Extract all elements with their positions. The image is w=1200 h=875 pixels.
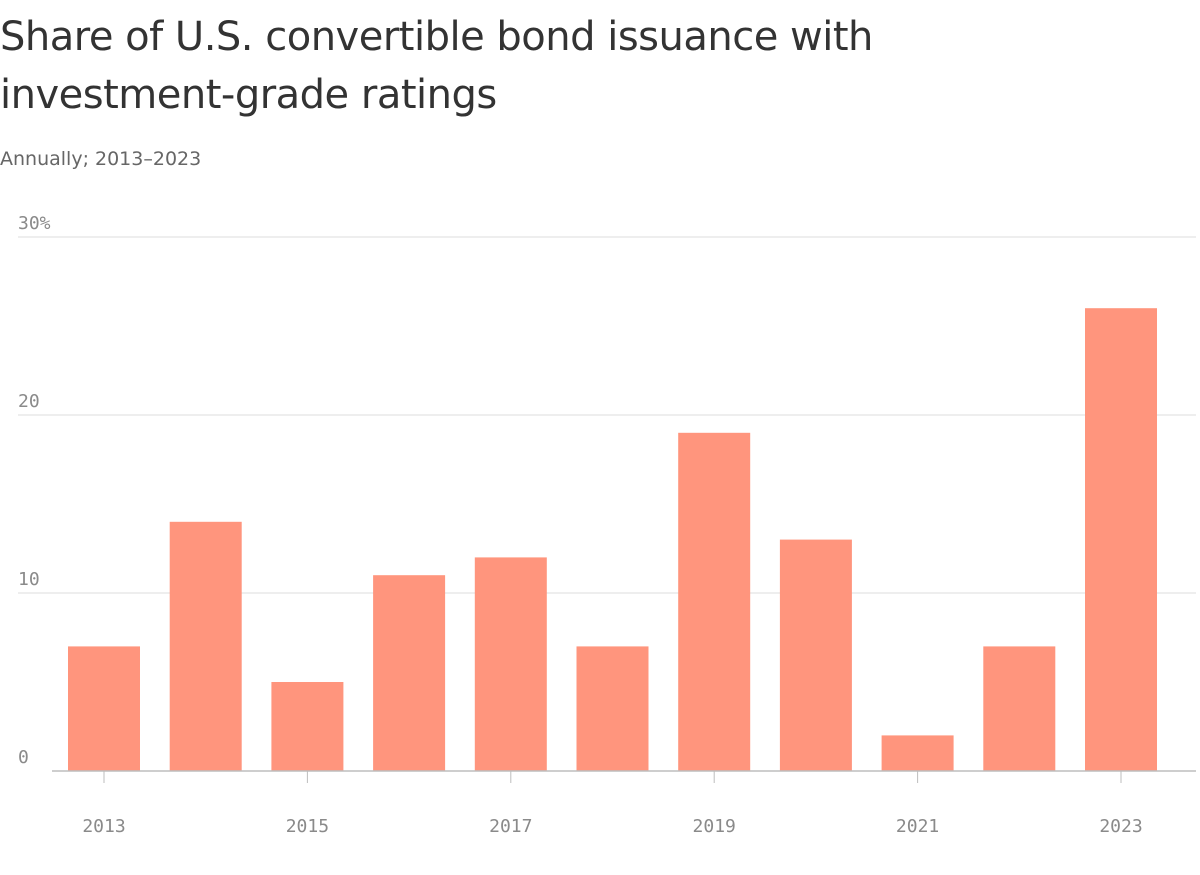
chart-title: Share of U.S. convertible bond issuance … — [0, 14, 873, 118]
y-tick-label: 20 — [18, 391, 40, 412]
chart-subtitle: Annually; 2013–2023 — [0, 148, 202, 170]
x-tick-label: 2021 — [896, 816, 939, 837]
x-tick-label: 2013 — [82, 816, 125, 837]
y-tick-label: 10 — [18, 569, 40, 590]
bar-2013 — [68, 646, 140, 771]
bar-2018 — [576, 646, 649, 771]
bar-2022 — [983, 646, 1056, 771]
bar-2017 — [474, 557, 547, 771]
bar-2015 — [271, 682, 344, 771]
x-axis-labels: 2013 2015 2017 2019 2021 2023 — [82, 816, 1142, 837]
x-tick-label: 2017 — [489, 816, 532, 837]
x-tick-label: 2019 — [693, 816, 736, 837]
bar-2023 — [1085, 308, 1157, 771]
x-tick-label: 2015 — [286, 816, 329, 837]
x-axis — [52, 770, 1196, 783]
bar-2019 — [678, 432, 751, 771]
x-tick-label: 2023 — [1099, 816, 1142, 837]
bar-2021 — [881, 735, 954, 771]
bar-2014 — [169, 521, 242, 771]
y-tick-label: 30% — [18, 213, 51, 234]
bar-2016 — [373, 575, 446, 771]
y-tick-label: 0 — [18, 747, 29, 768]
y-axis-labels: 0 10 20 30% — [18, 213, 51, 768]
bar-2020 — [779, 539, 852, 771]
bars — [68, 308, 1157, 771]
